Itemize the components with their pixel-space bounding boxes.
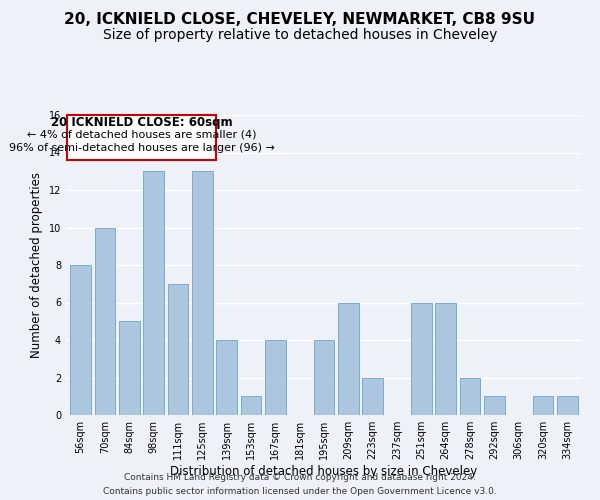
Bar [95,228,115,415]
Text: 20 ICKNIELD CLOSE: 60sqm: 20 ICKNIELD CLOSE: 60sqm [50,116,232,129]
Bar [557,396,578,415]
Bar [484,396,505,415]
Bar [70,265,91,415]
Bar [167,284,188,415]
Bar [362,378,383,415]
X-axis label: Distribution of detached houses by size in Cheveley: Distribution of detached houses by size … [170,465,478,478]
Bar [533,396,553,415]
Text: 96% of semi-detached houses are larger (96) →: 96% of semi-detached houses are larger (… [8,143,274,153]
Bar [338,302,359,415]
Bar [436,302,456,415]
FancyBboxPatch shape [67,115,215,160]
Bar [143,171,164,415]
Bar [216,340,237,415]
Text: Contains public sector information licensed under the Open Government Licence v3: Contains public sector information licen… [103,486,497,496]
Bar [192,171,212,415]
Bar [241,396,262,415]
Text: Contains HM Land Registry data © Crown copyright and database right 2024.: Contains HM Land Registry data © Crown c… [124,473,476,482]
Bar [314,340,334,415]
Bar [119,322,140,415]
Bar [411,302,432,415]
Text: 20, ICKNIELD CLOSE, CHEVELEY, NEWMARKET, CB8 9SU: 20, ICKNIELD CLOSE, CHEVELEY, NEWMARKET,… [65,12,536,28]
Y-axis label: Number of detached properties: Number of detached properties [30,172,43,358]
Text: Size of property relative to detached houses in Cheveley: Size of property relative to detached ho… [103,28,497,42]
Bar [265,340,286,415]
Bar [460,378,481,415]
Text: ← 4% of detached houses are smaller (4): ← 4% of detached houses are smaller (4) [27,130,256,140]
